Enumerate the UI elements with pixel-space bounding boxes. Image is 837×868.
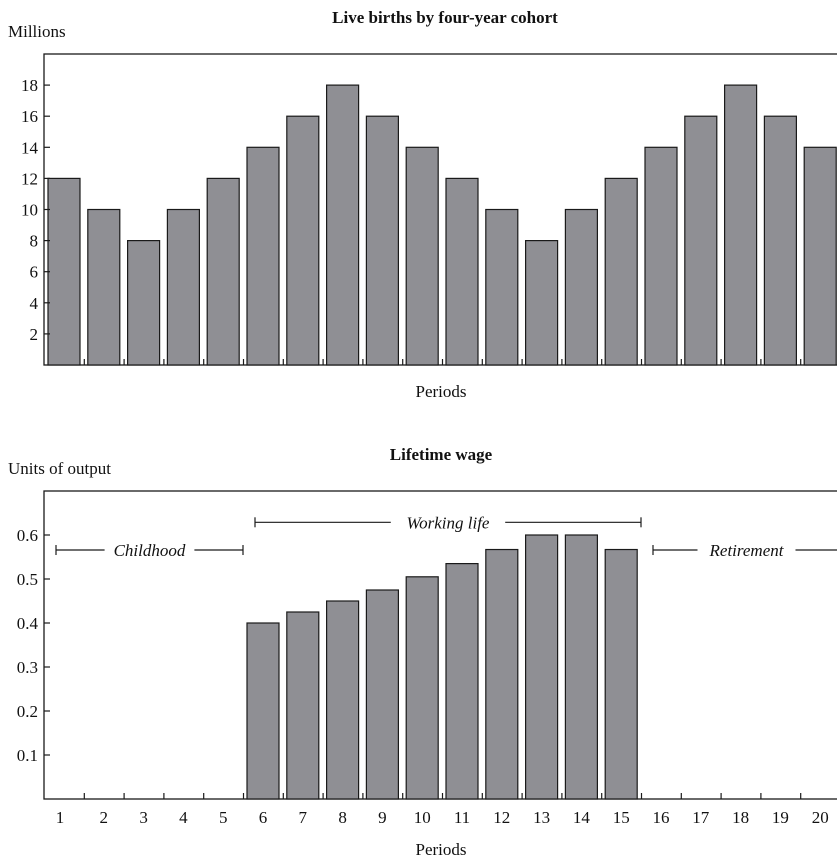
births-bar-3 (126, 240, 161, 366)
births-bar-6 (246, 146, 280, 366)
wage-x-tick-label: 1 (56, 808, 65, 827)
births-y-tick-label: 16 (21, 107, 38, 126)
births-bar-5 (206, 177, 240, 366)
wage-x-tick-label: 18 (732, 808, 749, 827)
wage-x-tick-label: 14 (573, 808, 591, 827)
wage-bar-10 (405, 576, 439, 800)
wage-chart: Lifetime wage Units of output 0.10.20.30… (8, 445, 837, 859)
births-bar-16 (644, 146, 678, 366)
births-y-axis-label: Millions (8, 22, 66, 41)
births-y-tick-label: 2 (30, 325, 39, 344)
wage-x-tick-label: 20 (812, 808, 829, 827)
wage-x-axis-label: Periods (416, 840, 467, 859)
wage-bar-15 (604, 548, 638, 800)
wage-x-tick-label: 19 (772, 808, 789, 827)
wage-plot-frame (43, 490, 837, 800)
births-bar-17 (684, 115, 718, 366)
births-bar-4 (166, 208, 200, 366)
births-bar-13 (524, 240, 559, 366)
births-y-tick-label: 4 (30, 294, 39, 313)
wage-x-tick-label: 2 (100, 808, 109, 827)
wage-bar-11 (445, 562, 479, 800)
births-bar-10 (405, 146, 439, 366)
wage-x-tick-label: 17 (692, 808, 710, 827)
wage-x-tick-label: 9 (378, 808, 387, 827)
wage-y-tick-label: 0.2 (17, 702, 38, 721)
births-bar-1 (47, 177, 81, 366)
wage-x-ticks (83, 793, 802, 799)
births-chart: Live births by four-year cohort Millions… (8, 8, 837, 401)
wage-y-tick-label: 0.1 (17, 746, 38, 765)
wage-y-ticks: 0.1 0.2 0.3 0.4 0.5 0.6 (17, 526, 50, 765)
births-plot-frame (43, 53, 837, 366)
births-chart-title: Live births by four-year cohort (332, 8, 558, 27)
wage-x-tick-label: 12 (493, 808, 510, 827)
annotation-label-working-life: Working life (407, 513, 490, 532)
wage-x-tick-label: 7 (299, 808, 308, 827)
births-y-tick-label: 14 (21, 138, 39, 157)
births-bar-14 (564, 208, 599, 366)
births-x-axis-label: Periods (416, 382, 467, 401)
births-y-tick-label: 8 (30, 232, 39, 251)
wage-x-tick-label: 4 (179, 808, 188, 827)
wage-chart-title: Lifetime wage (390, 445, 493, 464)
births-y-tick-label: 6 (30, 263, 39, 282)
births-bar-12 (485, 208, 519, 366)
births-bar-15 (604, 177, 638, 366)
wage-x-tick-label: 11 (454, 808, 470, 827)
births-y-tick-label: 10 (21, 201, 38, 220)
births-bar-7 (286, 115, 320, 366)
wage-bar-12 (485, 548, 519, 800)
wage-x-tick-label: 13 (533, 808, 550, 827)
births-y-ticks: 2 4 6 8 10 12 14 16 18 (21, 76, 50, 344)
wage-bars (246, 534, 638, 800)
wage-x-tick-labels: 1 2 3 4 5 6 7 8 9 10 11 12 13 14 15 16 17 18 19 20 (56, 808, 829, 827)
wage-x-tick-label: 15 (613, 808, 630, 827)
wage-x-tick-label: 8 (338, 808, 347, 827)
wage-x-tick-label: 6 (259, 808, 268, 827)
wage-y-tick-label: 0.3 (17, 658, 38, 677)
births-bar-9 (365, 115, 399, 366)
annotation-label-retirement: Retirement (709, 541, 785, 560)
births-bar-20 (803, 146, 837, 366)
wage-bar-13 (524, 534, 559, 800)
wage-bar-9 (365, 589, 399, 800)
wage-y-tick-label: 0.4 (17, 614, 39, 633)
wage-x-tick-label: 5 (219, 808, 228, 827)
births-bar-2 (87, 208, 121, 366)
births-bar-11 (445, 177, 479, 366)
wage-bar-14 (564, 534, 599, 800)
wage-y-tick-label: 0.6 (17, 526, 38, 545)
births-bar-8 (326, 84, 360, 366)
births-bar-18 (723, 84, 758, 366)
wage-bar-7 (286, 611, 320, 800)
annotation-label-childhood: Childhood (114, 541, 186, 560)
wage-annotations: Childhood Working life Retirement (55, 513, 837, 560)
wage-x-tick-label: 16 (653, 808, 670, 827)
wage-x-tick-label: 3 (139, 808, 148, 827)
wage-bar-8 (326, 600, 360, 800)
births-y-tick-label: 18 (21, 76, 38, 95)
births-bars (47, 84, 837, 366)
births-x-ticks (83, 359, 802, 365)
wage-y-tick-label: 0.5 (17, 570, 38, 589)
births-bar-19 (763, 115, 798, 366)
births-y-tick-label: 12 (21, 169, 38, 188)
wage-x-tick-label: 10 (414, 808, 431, 827)
wage-bar-6 (246, 622, 280, 800)
wage-y-axis-label: Units of output (8, 459, 111, 478)
